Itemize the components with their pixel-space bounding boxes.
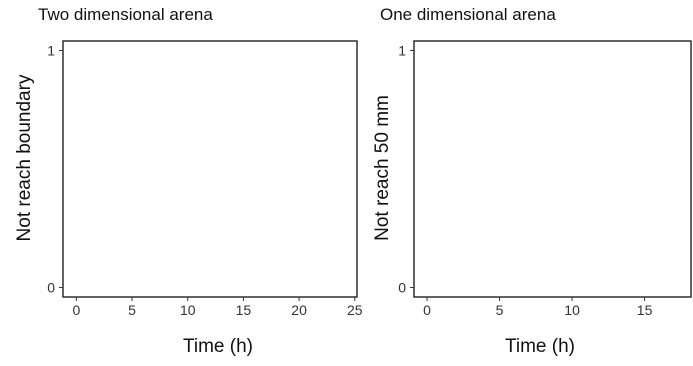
panel-title: One dimensional arena — [380, 5, 556, 24]
x-axis-label: Time (h) — [505, 336, 575, 357]
x-tick-label: 5 — [128, 302, 136, 318]
x-tick-label: 0 — [72, 302, 80, 318]
x-tick-label: 10 — [564, 302, 580, 318]
panel-one-dimensional: One dimensional arena Not reach 50 mm Ti… — [372, 5, 692, 357]
y-tick-label: 1 — [398, 42, 406, 58]
x-tick-label: 20 — [291, 302, 307, 318]
panel-title: Two dimensional arena — [38, 5, 213, 24]
y-axis-label: Not reach 50 mm — [372, 95, 393, 241]
x-tick-label: 15 — [236, 302, 252, 318]
x-tick-label: 25 — [347, 302, 363, 318]
y-tick-label: 1 — [47, 42, 55, 58]
y-tick-label: 0 — [47, 280, 55, 296]
panel-two-dimensional: Two dimensional arena Not reach boundary… — [14, 5, 363, 357]
x-tick-label: 10 — [180, 302, 196, 318]
x-tick-label: 15 — [637, 302, 653, 318]
y-tick-label: 0 — [398, 280, 406, 296]
y-axis-label: Not reach boundary — [14, 74, 35, 241]
x-axis-label: Time (h) — [183, 336, 253, 357]
plot-frame — [413, 40, 692, 298]
x-tick-label: 0 — [423, 302, 431, 318]
plot-frame — [62, 40, 358, 298]
x-tick-label: 5 — [496, 302, 504, 318]
